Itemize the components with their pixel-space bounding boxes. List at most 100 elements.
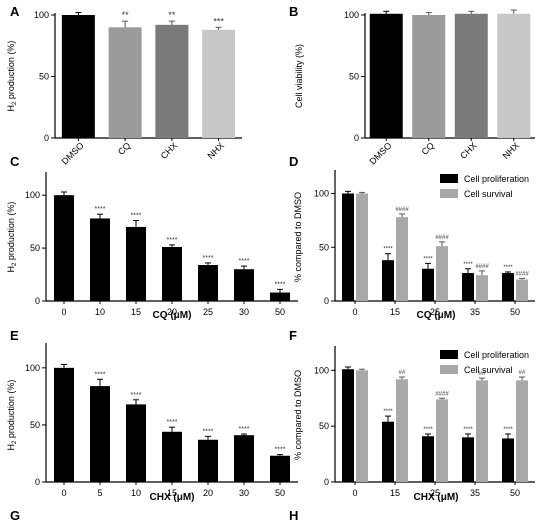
legend-swatch <box>440 189 458 198</box>
y-tick-label: 100 <box>314 189 329 199</box>
significance-label: ** <box>168 10 176 20</box>
significance-label: ## <box>479 371 486 377</box>
significance-label: **** <box>167 419 178 426</box>
y-tick-label: 100 <box>314 365 329 375</box>
bar <box>198 439 218 482</box>
x-tick-label: CHX <box>458 140 479 161</box>
bar <box>454 13 488 139</box>
y-tick-label: 50 <box>319 242 329 252</box>
bar <box>516 279 528 301</box>
legend-swatch <box>440 365 458 374</box>
bar <box>356 370 368 482</box>
bar <box>356 193 368 301</box>
legend-entry: Cell survival <box>464 365 513 375</box>
x-tick-label: 0 <box>61 488 66 498</box>
y-tick-label: 0 <box>324 296 329 306</box>
significance-label: **** <box>383 409 393 415</box>
x-tick-label: 15 <box>390 307 400 317</box>
chart-panel-e: 0 50 100 H2 production (%) CHX (μM) 0 5 **** 10 *… <box>6 343 298 503</box>
significance-label: **** <box>463 427 473 433</box>
bar <box>422 268 434 301</box>
y-tick-label: 0 <box>35 296 40 306</box>
panel-letter-d: D <box>289 154 298 169</box>
bar <box>126 226 146 301</box>
x-tick-label: CHX <box>159 140 180 161</box>
x-tick-label: 50 <box>275 488 285 498</box>
bar <box>436 246 448 301</box>
x-tick-label: 15 <box>131 307 141 317</box>
significance-label: **** <box>239 426 250 433</box>
x-tick-label: 10 <box>95 307 105 317</box>
bar <box>502 273 514 301</box>
y-tick-label: 0 <box>324 477 329 487</box>
significance-label: **** <box>503 265 513 271</box>
y-tick-label: 50 <box>349 72 359 82</box>
y-axis-label: H2 production (%) <box>6 380 18 451</box>
panel-letter-a: A <box>10 4 20 19</box>
y-tick-label: 50 <box>30 420 40 430</box>
bar <box>90 386 110 482</box>
significance-label: **** <box>423 427 433 433</box>
legend-entry: Cell proliferation <box>464 174 529 184</box>
y-tick-label: 50 <box>39 72 49 82</box>
panel-letter-b: B <box>289 4 298 19</box>
bar <box>462 273 474 301</box>
x-tick-label: 15 <box>167 488 177 498</box>
significance-label: **** <box>167 237 178 244</box>
x-tick-label: CQ <box>116 140 133 157</box>
x-tick-label: 25 <box>430 488 440 498</box>
bar <box>436 399 448 482</box>
y-axis-label: H2 production (%) <box>6 202 18 273</box>
x-tick-label: 30 <box>239 307 249 317</box>
panel-letter-f: F <box>289 328 297 343</box>
bar <box>516 380 528 482</box>
bar <box>198 265 218 301</box>
bar <box>497 13 531 139</box>
chart-panel-a: 0 50 100 H2 production (%) DMSO CQ ** CHX ** NHX *… <box>6 10 242 167</box>
significance-label: #### <box>475 264 489 270</box>
significance-label: ** <box>122 10 130 20</box>
x-tick-label: 25 <box>430 307 440 317</box>
significance-label: ## <box>519 370 526 376</box>
bar <box>162 431 182 482</box>
panel-letter-e: E <box>10 328 19 343</box>
significance-label: **** <box>203 255 214 262</box>
y-tick-label: 0 <box>35 477 40 487</box>
bar <box>396 379 408 482</box>
bar <box>422 436 434 482</box>
bar <box>234 269 254 301</box>
bar <box>412 15 446 138</box>
bar <box>382 421 394 482</box>
y-tick-label: 0 <box>354 133 359 143</box>
y-axis-label: % compared to DMSO <box>293 370 303 460</box>
y-tick-label: 50 <box>30 243 40 253</box>
x-tick-label: 5 <box>97 488 102 498</box>
x-tick-label: 50 <box>275 307 285 317</box>
bar <box>90 218 110 301</box>
y-axis-label: H2 production (%) <box>6 41 18 112</box>
x-tick-label: 15 <box>390 488 400 498</box>
x-tick-label: 20 <box>203 488 213 498</box>
significance-label: #### <box>435 391 449 397</box>
x-tick-label: 35 <box>470 488 480 498</box>
significance-label: **** <box>463 262 473 268</box>
significance-label: **** <box>275 281 286 288</box>
x-axis-label: CHX (μM) <box>150 492 195 503</box>
significance-label: #### <box>435 235 449 241</box>
x-tick-label: 10 <box>131 488 141 498</box>
significance-label: #### <box>515 271 529 277</box>
significance-label: **** <box>131 392 142 399</box>
bar <box>155 24 189 139</box>
x-tick-label: 0 <box>352 307 357 317</box>
bar <box>202 29 236 138</box>
chart-panel-c: 0 50 100 H2 production (%) CQ (μM) 0 10 **** 15 *… <box>6 172 298 321</box>
legend-entry: Cell proliferation <box>464 350 529 360</box>
x-tick-label: 35 <box>470 307 480 317</box>
x-axis-label: CQ (μM) <box>417 310 456 321</box>
y-axis-label: Cell viability (%) <box>294 44 304 108</box>
y-axis-label: % compared to DMSO <box>293 192 303 282</box>
bar <box>502 438 514 482</box>
bar <box>382 260 394 301</box>
